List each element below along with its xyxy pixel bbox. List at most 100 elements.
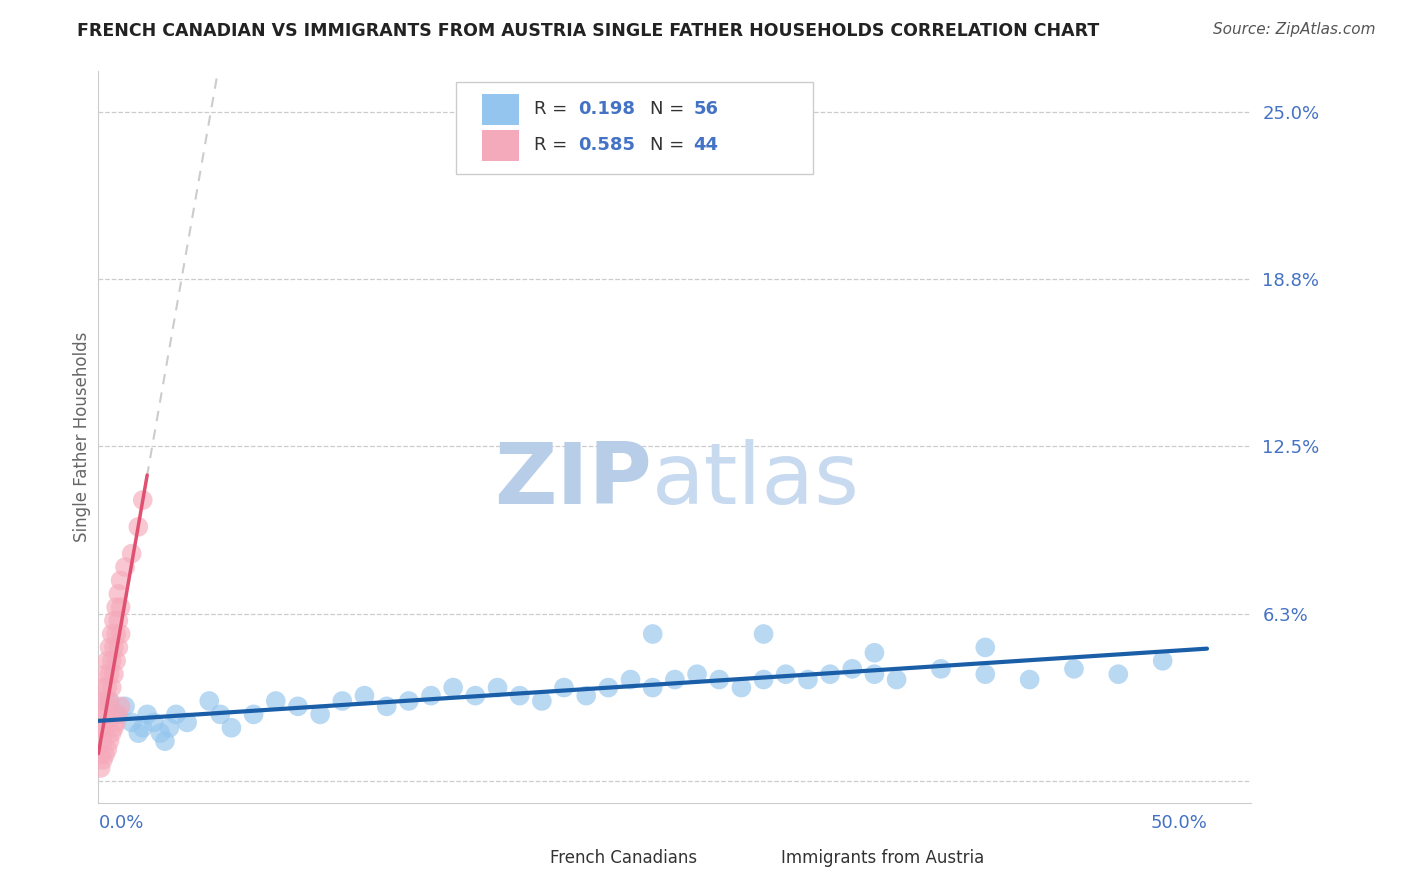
Point — [929, 662, 952, 676]
Point — [353, 689, 375, 703]
Point — [96, 654, 118, 668]
Point — [94, 667, 117, 681]
Text: ZIP: ZIP — [494, 440, 652, 523]
Text: 56: 56 — [693, 101, 718, 119]
Point — [775, 667, 797, 681]
Point — [90, 694, 112, 708]
Point — [103, 640, 125, 655]
Point — [107, 587, 129, 601]
Point — [441, 681, 464, 695]
FancyBboxPatch shape — [508, 845, 540, 871]
Point — [110, 574, 132, 588]
Point — [641, 627, 664, 641]
Point — [287, 699, 309, 714]
Point — [686, 667, 709, 681]
Y-axis label: Single Father Households: Single Father Households — [73, 332, 91, 542]
Point — [114, 699, 136, 714]
Text: N =: N = — [650, 136, 689, 153]
Point — [221, 721, 243, 735]
Point — [90, 761, 112, 775]
Point — [841, 662, 863, 676]
Point — [132, 721, 155, 735]
Point — [730, 681, 752, 695]
Text: atlas: atlas — [652, 440, 860, 523]
Point — [264, 694, 287, 708]
Point — [105, 600, 128, 615]
Point — [165, 707, 187, 722]
Point — [98, 734, 121, 748]
Point — [974, 667, 997, 681]
Point — [1107, 667, 1129, 681]
Point — [94, 747, 117, 762]
Point — [91, 681, 114, 695]
Point — [107, 640, 129, 655]
Text: R =: R = — [534, 136, 574, 153]
Text: 50.0%: 50.0% — [1150, 814, 1206, 831]
Point — [100, 726, 122, 740]
FancyBboxPatch shape — [456, 82, 813, 174]
Text: 0.0%: 0.0% — [98, 814, 143, 831]
Point — [96, 707, 118, 722]
Point — [553, 681, 575, 695]
Point — [863, 667, 886, 681]
Point — [486, 681, 509, 695]
Point — [100, 681, 122, 695]
Point — [641, 681, 664, 695]
Point — [398, 694, 420, 708]
FancyBboxPatch shape — [482, 94, 519, 125]
Point — [103, 667, 125, 681]
Text: French Canadians: French Canadians — [550, 848, 697, 867]
Point — [886, 673, 908, 687]
Point — [709, 673, 731, 687]
Point — [1152, 654, 1174, 668]
Point — [114, 560, 136, 574]
Point — [105, 654, 128, 668]
Point — [153, 734, 176, 748]
Point — [1018, 673, 1040, 687]
FancyBboxPatch shape — [482, 130, 519, 161]
Point — [103, 614, 125, 628]
Point — [90, 721, 112, 735]
Point — [94, 721, 117, 735]
Point — [90, 747, 112, 762]
Point — [619, 673, 641, 687]
Point — [132, 493, 155, 508]
Point — [94, 694, 117, 708]
Text: 44: 44 — [693, 136, 718, 153]
Point — [121, 547, 143, 561]
Point — [98, 694, 121, 708]
Point — [575, 689, 598, 703]
Point — [105, 707, 128, 722]
Point — [598, 681, 620, 695]
Point — [309, 707, 332, 722]
Text: FRENCH CANADIAN VS IMMIGRANTS FROM AUSTRIA SINGLE FATHER HOUSEHOLDS CORRELATION : FRENCH CANADIAN VS IMMIGRANTS FROM AUSTR… — [77, 22, 1099, 40]
Point — [107, 614, 129, 628]
Point — [96, 681, 118, 695]
Point — [110, 699, 132, 714]
Text: 0.585: 0.585 — [578, 136, 636, 153]
Point — [464, 689, 486, 703]
Point — [198, 694, 221, 708]
Point — [91, 753, 114, 767]
Point — [330, 694, 353, 708]
Text: Immigrants from Austria: Immigrants from Austria — [780, 848, 984, 867]
Point — [752, 627, 775, 641]
Point — [96, 742, 118, 756]
Point — [127, 520, 149, 534]
Point — [98, 694, 121, 708]
Point — [136, 707, 159, 722]
Point — [509, 689, 531, 703]
Point — [142, 715, 165, 730]
Point — [176, 715, 198, 730]
Point — [100, 654, 122, 668]
Point — [818, 667, 841, 681]
Point — [107, 707, 129, 722]
Point — [974, 640, 997, 655]
Point — [100, 627, 122, 641]
Point — [91, 734, 114, 748]
Point — [375, 699, 398, 714]
Point — [752, 673, 775, 687]
Point — [105, 715, 128, 730]
Point — [149, 726, 172, 740]
Point — [110, 600, 132, 615]
